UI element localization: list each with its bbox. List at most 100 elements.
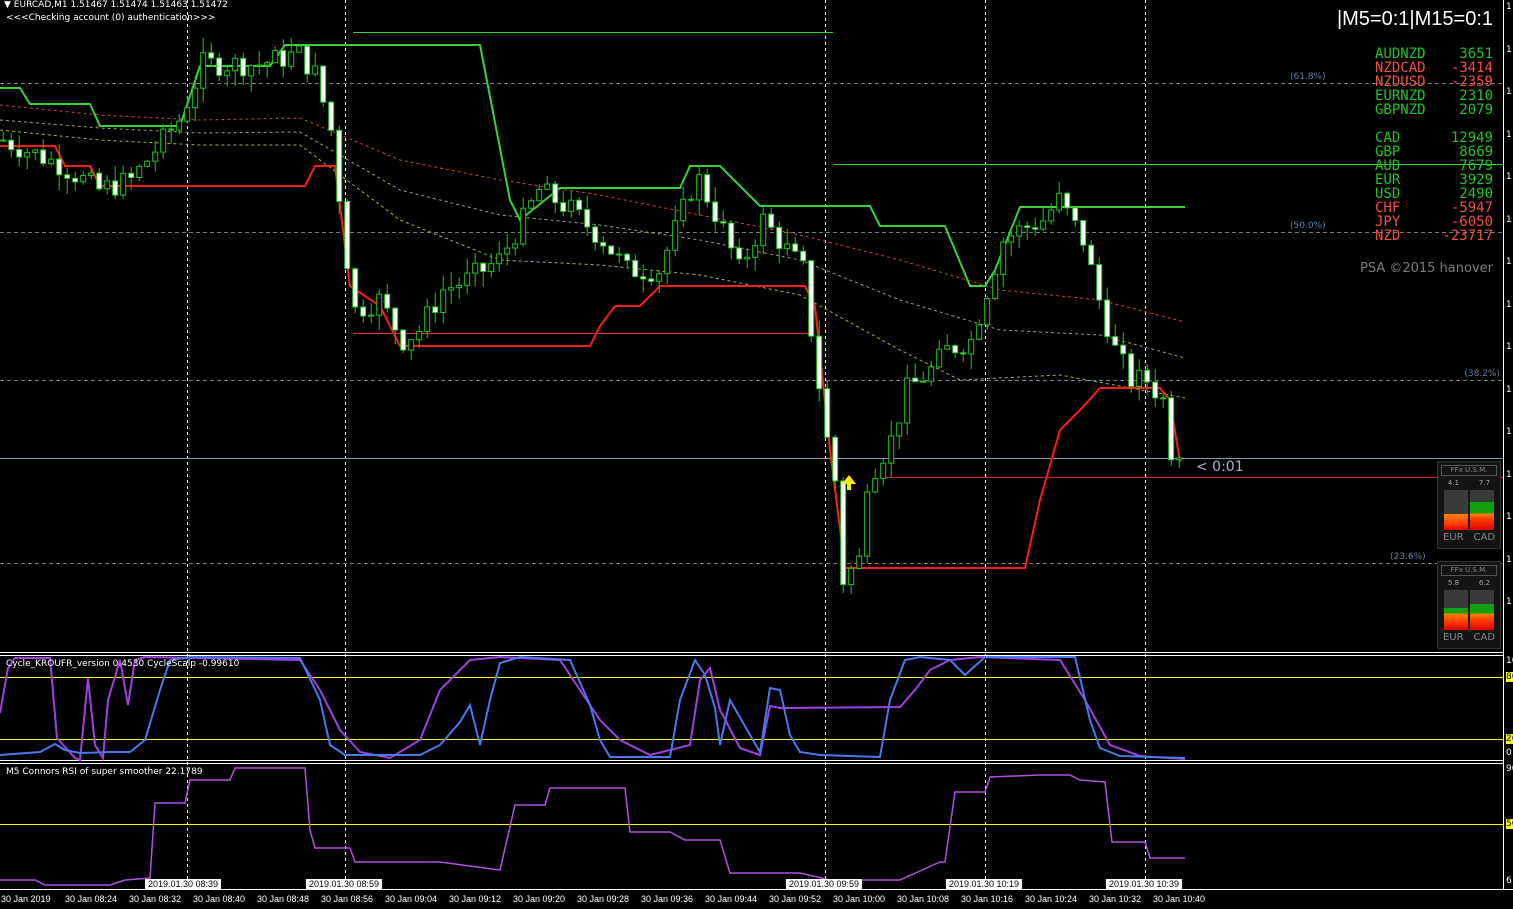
strength-name: CHF	[1375, 200, 1401, 216]
strength-name: NZD	[1375, 228, 1401, 244]
strength-row: CAD 12949	[1375, 131, 1493, 145]
candle	[1096, 264, 1103, 301]
candle	[944, 345, 951, 350]
collapse-triangle-icon[interactable]: ▼	[4, 0, 14, 10]
time-label: 30 Jan 10:40	[1153, 894, 1206, 904]
candle	[968, 338, 975, 355]
price-tick: 1	[1506, 512, 1512, 522]
usm-left-value: 4.1	[1447, 479, 1460, 487]
candle	[72, 177, 79, 183]
strength-table: AUDNZD 3651 NZDCAD -3414 NZDUSD -2359 EURNZD 23…	[1375, 47, 1493, 243]
cycle-level-80: 80	[1506, 672, 1513, 682]
strength-value: 12949	[1450, 130, 1493, 146]
candle	[96, 172, 103, 190]
strength-value: 2490	[1459, 186, 1493, 202]
candle	[624, 253, 631, 261]
candle	[1160, 397, 1167, 400]
usm-right-meter	[1470, 490, 1494, 530]
time-label: 30 Jan 10:00	[833, 894, 886, 904]
usm-right-value: 7.7	[1478, 479, 1491, 487]
strength-value: 2310	[1459, 88, 1493, 104]
candle	[416, 330, 423, 341]
candle	[992, 273, 999, 300]
price-tick: 1	[1506, 342, 1512, 352]
strength-row: AUD 7679	[1375, 159, 1493, 173]
candle	[40, 149, 47, 165]
candle	[424, 306, 431, 332]
candle	[952, 345, 959, 354]
candle	[1152, 381, 1159, 399]
time-axis[interactable]: 30 Jan 2019 30 Jan 08:24 30 Jan 08:32 30 Ja…	[0, 879, 1503, 909]
candle	[536, 188, 543, 202]
candle	[1080, 219, 1087, 246]
time-marker: 2019.01.30 10:39	[1106, 879, 1183, 890]
cycle-pane	[0, 655, 1503, 762]
strength-name: AUDNZD	[1375, 46, 1426, 62]
candle	[560, 202, 567, 212]
candle	[328, 101, 335, 131]
candle	[360, 306, 367, 317]
candle	[768, 213, 775, 228]
candle	[1008, 235, 1015, 243]
candle	[1176, 457, 1183, 461]
strength-value: 2079	[1459, 102, 1493, 118]
candle	[24, 151, 31, 158]
candle	[512, 243, 519, 249]
candle	[496, 253, 503, 265]
candle	[504, 247, 511, 255]
time-label: 30 Jan 2019	[1, 894, 51, 904]
candle	[256, 64, 263, 67]
price-tick: 1	[1506, 172, 1512, 182]
fib-label-50: (50.0%)	[1290, 221, 1326, 231]
candle	[384, 293, 391, 309]
candle	[872, 478, 879, 493]
candle	[312, 65, 319, 75]
strength-name: EUR	[1375, 172, 1401, 188]
candle	[600, 241, 607, 247]
candle	[56, 158, 63, 176]
strength-row: NZDUSD -2359	[1375, 75, 1493, 89]
candle	[720, 221, 727, 224]
candle	[8, 139, 15, 151]
candle	[864, 491, 871, 557]
candle	[688, 198, 695, 201]
candle	[832, 436, 839, 482]
candle	[288, 51, 295, 67]
time-label: 30 Jan 09:28	[577, 894, 630, 904]
candle	[704, 174, 711, 203]
candle	[664, 249, 671, 275]
strength-name: EURNZD	[1375, 88, 1426, 104]
strength-row: GBP 8669	[1375, 145, 1493, 159]
cycle-scalp-line	[0, 655, 1186, 759]
symbol-header: ▼ EURCAD,M1 1.51467 1.51474 1.51463 1.51…	[4, 0, 228, 10]
usm-right-value: 6.2	[1478, 579, 1491, 587]
candle	[848, 567, 855, 586]
candle	[432, 306, 439, 313]
candle	[760, 213, 767, 247]
candle	[840, 480, 847, 586]
usm-widget-2[interactable]: FFx U.S.M. 5.8 6.2 EUR CAD	[1437, 561, 1501, 649]
time-label: 30 Jan 10:32	[1089, 894, 1142, 904]
candle	[896, 422, 903, 437]
candle	[544, 183, 551, 190]
copyright-label: PSA ©2015 hanover	[1359, 261, 1493, 276]
usm-widget-1[interactable]: FFx U.S.M. 4.1 7.7 EUR CAD	[1437, 461, 1501, 549]
candle	[1136, 369, 1143, 388]
buy-arrow-icon	[842, 475, 856, 490]
candle	[296, 45, 303, 53]
candle	[808, 260, 815, 337]
cycle-level-100: 100	[1506, 656, 1513, 666]
candle	[960, 352, 967, 355]
candle	[1040, 220, 1047, 230]
strength-value: -3414	[1450, 60, 1493, 76]
candle	[1032, 227, 1039, 230]
candle	[208, 52, 215, 59]
candle	[48, 158, 55, 165]
strength-row: AUDNZD 3651	[1375, 47, 1493, 61]
candle	[392, 307, 399, 331]
rsi-level-90: 90	[1506, 764, 1513, 774]
candle	[128, 172, 135, 179]
timeframes-label: |M5=0:1|M15=0:1	[1336, 8, 1493, 30]
strength-value: 8669	[1459, 144, 1493, 160]
